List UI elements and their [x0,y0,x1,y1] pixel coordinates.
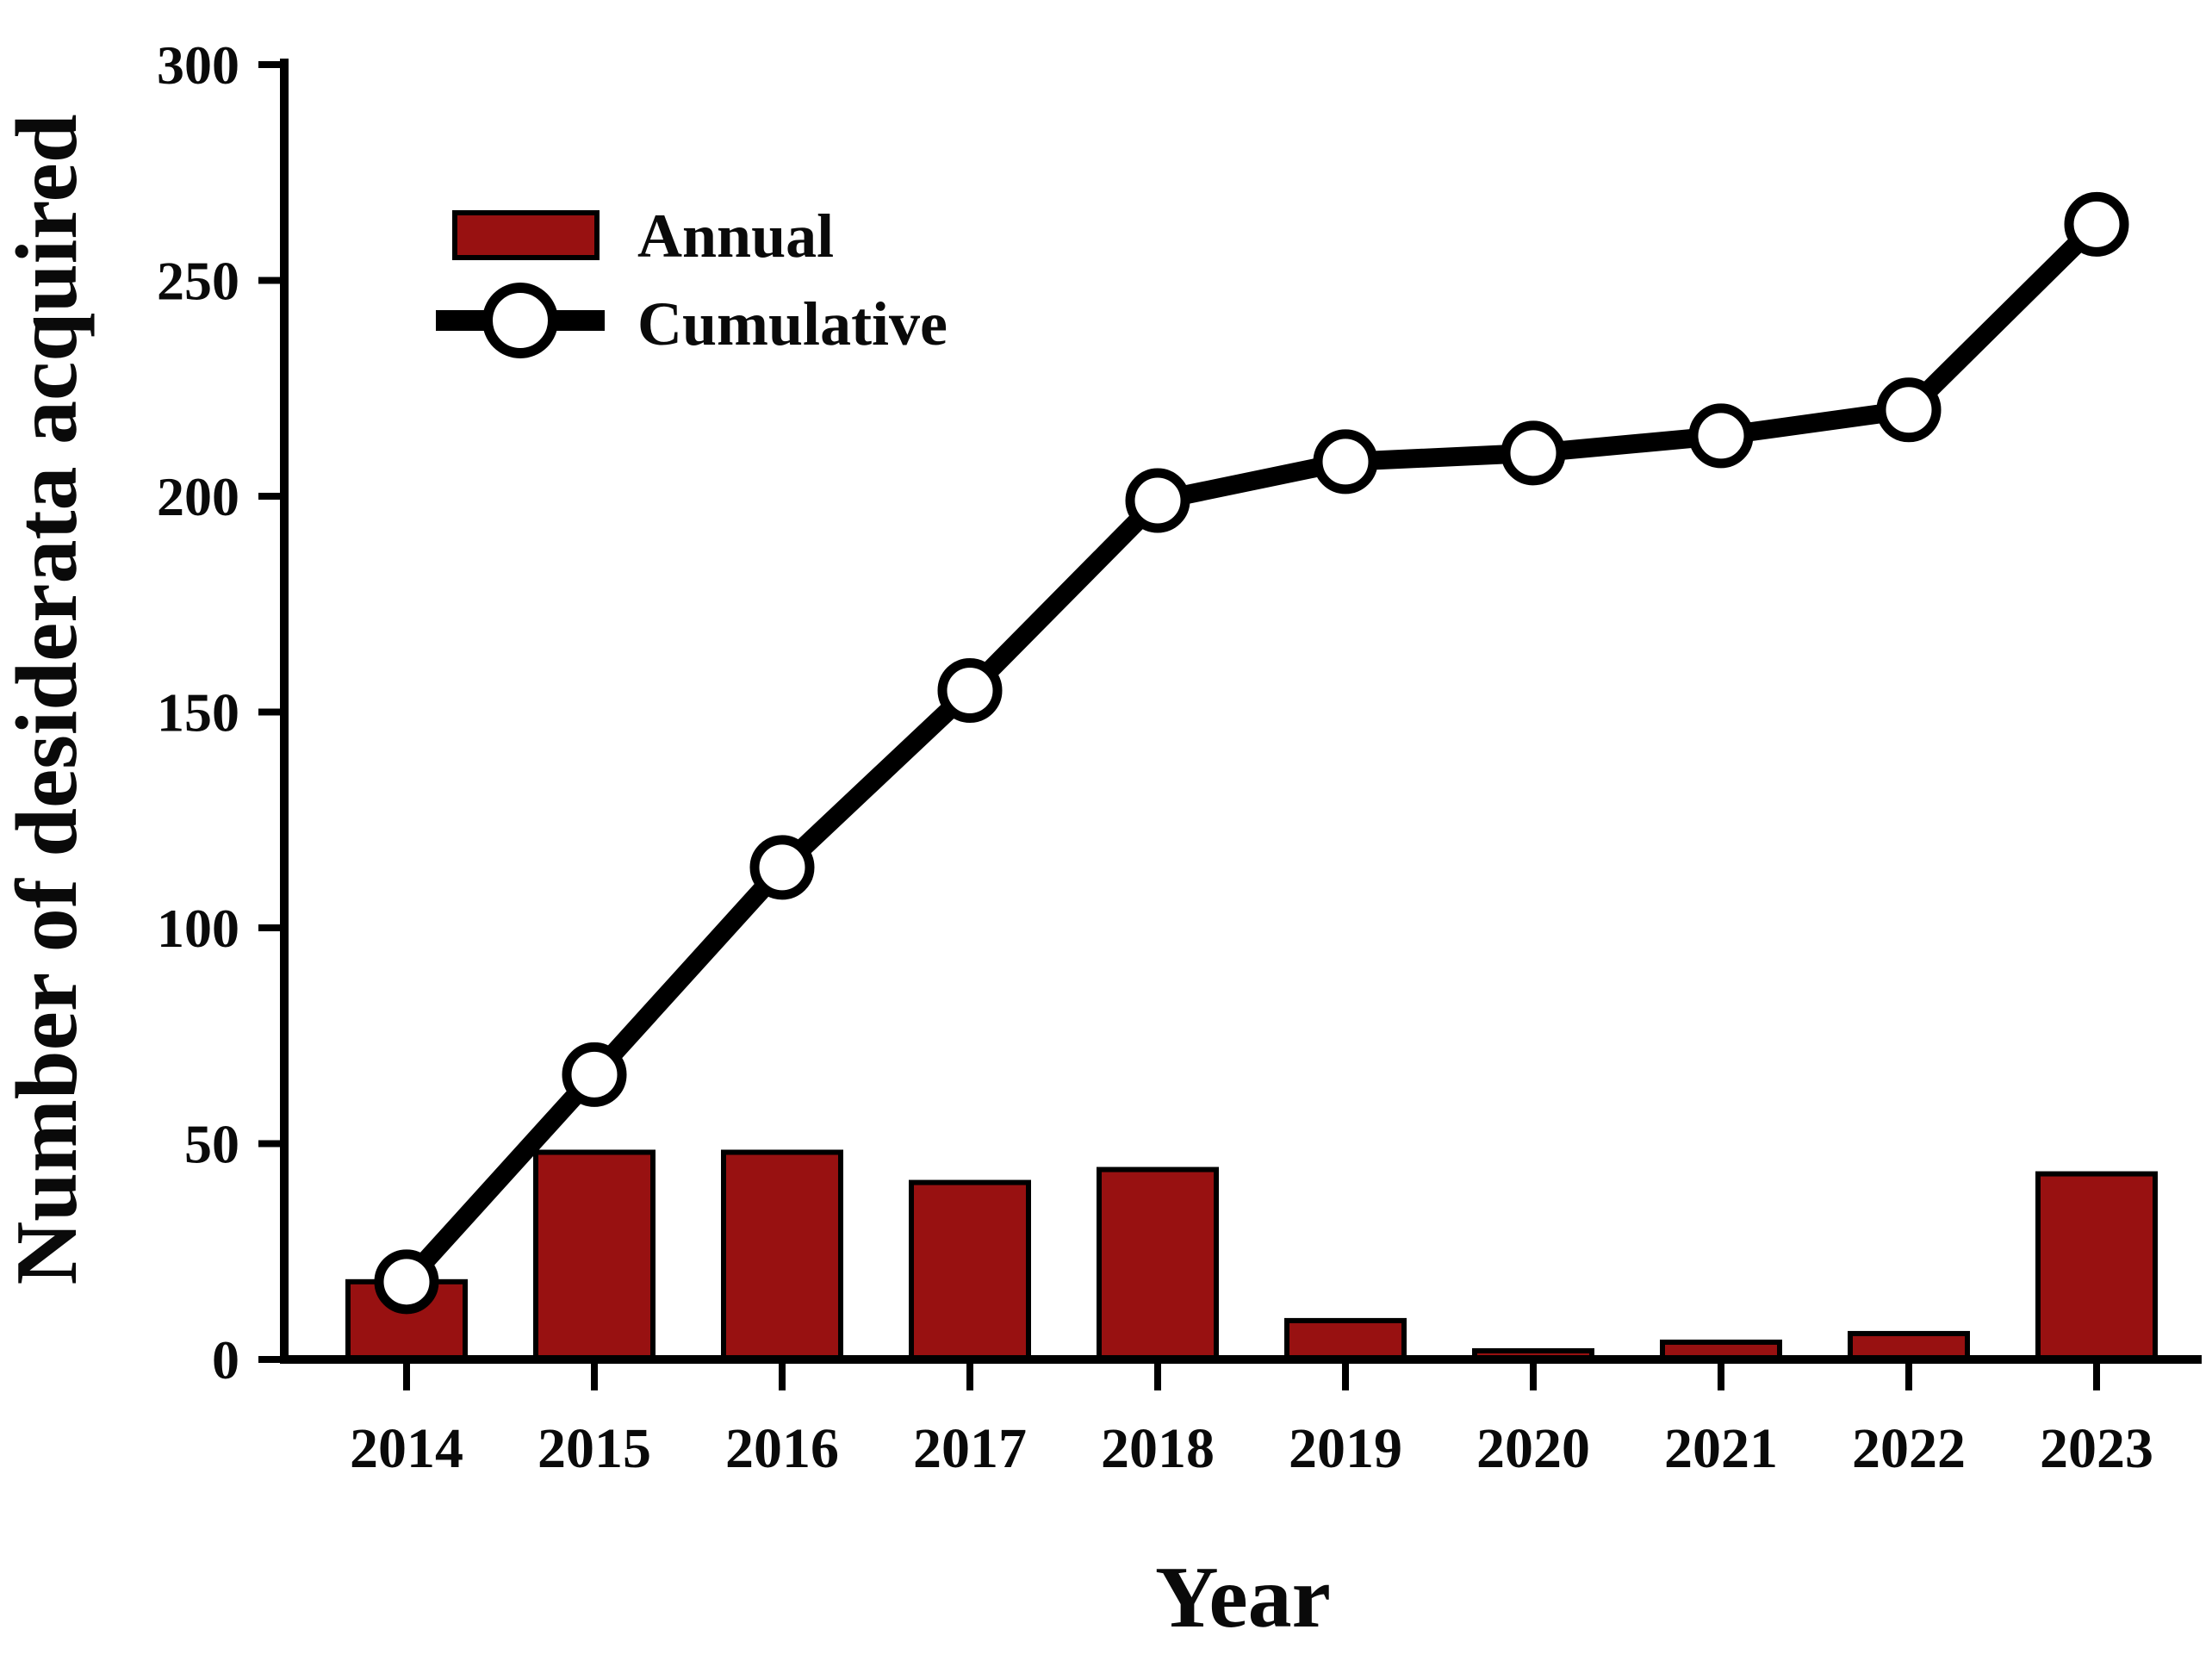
marker-2023 [2064,191,2129,257]
cumulative-line [399,217,2103,1289]
y-tick-label-300: 300 [157,34,239,96]
y-axis-title: Number of desiderata acquired [0,114,96,1284]
marker-2014 [374,1249,439,1315]
legend-annual-label: Annual [637,202,834,271]
x-tick-label-2023: 2023 [2040,1417,2153,1480]
y-tick-label-200: 200 [157,466,239,527]
y-tick-label-100: 100 [157,898,239,959]
marker-2020 [1501,420,1566,486]
x-tick-label-2018: 2018 [1101,1417,1215,1480]
x-tick-label-2015: 2015 [537,1417,651,1480]
bar-2019 [1284,1317,1407,1363]
bar-2016 [721,1149,843,1363]
x-tick-label-2022: 2022 [1852,1417,1966,1480]
x-tick-label-2016: 2016 [725,1417,839,1480]
x-ticks-group: 2014 2015 2016 2017 2018 2019 2020 2021 2022 2023 [350,1359,2153,1480]
marker-2016 [749,835,815,900]
legend-annual-swatch [452,210,600,260]
marker-2019 [1313,429,1378,495]
marker-2021 [1688,403,1754,469]
legend-cumulative-label: Cumulative [637,289,948,358]
x-axis-title: Year [1155,1549,1331,1646]
x-tick-label-2020: 2020 [1476,1417,1590,1480]
bar-2018 [1097,1166,1219,1363]
x-tick-label-2021: 2021 [1664,1417,1778,1480]
marker-2022 [1876,377,1942,443]
marker-2015 [562,1042,627,1107]
x-tick-label-2014: 2014 [350,1417,463,1480]
marker-2017 [937,657,1003,723]
x-tick-label-2017: 2017 [913,1417,1027,1480]
bar-2017 [909,1179,1031,1362]
y-tick-label-0: 0 [212,1329,239,1390]
annual-bars-group [345,1149,2158,1363]
y-ticks-group: 0 50 100 150 200 250 300 [157,34,284,1390]
cumulative-line-group [374,191,2129,1315]
bar-2023 [2035,1171,2158,1362]
bar-2015 [533,1149,656,1363]
y-tick-label-150: 150 [157,682,239,743]
y-tick-label-50: 50 [184,1114,239,1175]
x-tick-label-2019: 2019 [1289,1417,1402,1480]
legend: Annual Cumulative [436,202,948,358]
legend-cumulative-marker [482,283,558,358]
marker-2018 [1125,468,1190,533]
y-tick-label-250: 250 [157,251,239,312]
